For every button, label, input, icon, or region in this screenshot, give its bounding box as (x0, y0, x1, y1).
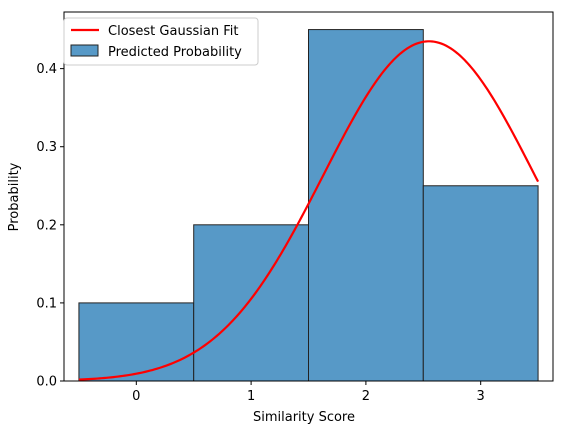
histogram-bar-2 (308, 29, 424, 382)
y-tick-label-1: 0.1 (36, 296, 57, 311)
x-tick-label-3: 3 (477, 389, 485, 404)
x-tick-label-2: 2 (362, 389, 370, 404)
gaussian-fit-line (78, 40, 540, 381)
plot-area (63, 11, 554, 382)
y-tick-label-2: 0.2 (36, 218, 57, 233)
x-tick-label-0: 0 (132, 389, 140, 404)
legend: Closest Gaussian Fit Predicted Probabili… (63, 17, 259, 66)
y-tick-label-4: 0.4 (36, 62, 57, 77)
legend-label-gaussian-fit: Closest Gaussian Fit (108, 24, 238, 39)
y-axis-ticks: 0.0 0.1 0.2 0.3 0.4 (36, 62, 64, 390)
histogram-bars (78, 29, 539, 382)
y-tick-label-3: 0.3 (36, 140, 57, 155)
legend-swatch-predicted-probability (70, 44, 99, 57)
histogram-bar-3 (422, 185, 539, 382)
x-axis-label: Similarity Score (253, 410, 355, 425)
y-tick-label-0: 0.0 (36, 375, 57, 390)
legend-label-predicted-probability: Predicted Probability (108, 45, 242, 60)
histogram-bar-0 (78, 302, 195, 382)
x-axis-ticks: 0 1 2 3 (132, 381, 485, 404)
y-axis-label: Probability (7, 162, 22, 231)
x-tick-label-1: 1 (247, 389, 255, 404)
axes-frame (63, 11, 554, 382)
legend-box (63, 17, 259, 66)
histogram-bar-1 (193, 224, 310, 382)
